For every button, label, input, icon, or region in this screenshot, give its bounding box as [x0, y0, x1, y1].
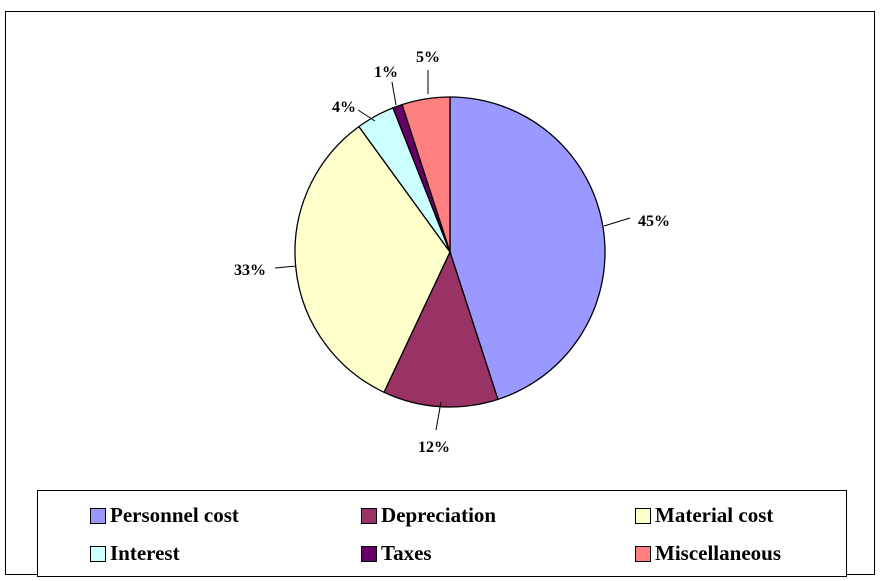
legend: Personnel cost Depreciation Material cos… — [37, 490, 847, 577]
legend-label-taxes: Taxes — [381, 541, 432, 565]
legend-item-personnel-cost: Personnel cost — [90, 503, 239, 528]
legend-item-taxes: Taxes — [361, 541, 432, 566]
legend-label-personnel-cost: Personnel cost — [110, 503, 239, 527]
legend-item-depreciation: Depreciation — [361, 503, 496, 528]
legend-swatch-taxes — [361, 545, 377, 562]
legend-item-material-cost: Material cost — [635, 503, 773, 528]
data-label-depreciation: 12% — [418, 439, 450, 456]
pie-slices — [294, 96, 606, 408]
data-labels: 45% 12% 33% 4% 1% 5% — [234, 49, 670, 456]
legend-swatch-depreciation — [361, 507, 377, 524]
leader-line-depreciation — [435, 401, 442, 431]
leader-line-taxes — [391, 81, 397, 106]
leader-line-material-cost — [274, 265, 297, 269]
leader-line-personnel-cost — [603, 217, 631, 227]
leader-line-interest — [357, 109, 376, 122]
legend-swatch-material-cost — [635, 507, 651, 524]
legend-label-miscellaneous: Miscellaneous — [655, 541, 781, 565]
data-label-taxes: 1% — [374, 64, 398, 81]
legend-label-interest: Interest — [110, 541, 180, 565]
legend-item-miscellaneous: Miscellaneous — [635, 541, 781, 566]
data-label-material-cost: 33% — [234, 262, 266, 279]
data-label-miscellaneous: 5% — [416, 49, 440, 66]
leader-lines — [274, 70, 631, 431]
legend-swatch-interest — [90, 545, 106, 562]
legend-swatch-miscellaneous — [635, 545, 651, 562]
data-label-personnel-cost: 45% — [638, 213, 670, 230]
pie-slice-miscellaneous — [401, 96, 451, 253]
legend-swatch-personnel-cost — [90, 507, 106, 524]
legend-item-interest: Interest — [90, 541, 180, 566]
pie-slice-personnel-cost — [449, 96, 606, 401]
legend-label-depreciation: Depreciation — [381, 503, 497, 527]
legend-label-material-cost: Material cost — [655, 503, 774, 527]
pie-slice-material-cost — [294, 125, 451, 394]
data-label-interest: 4% — [332, 99, 356, 116]
